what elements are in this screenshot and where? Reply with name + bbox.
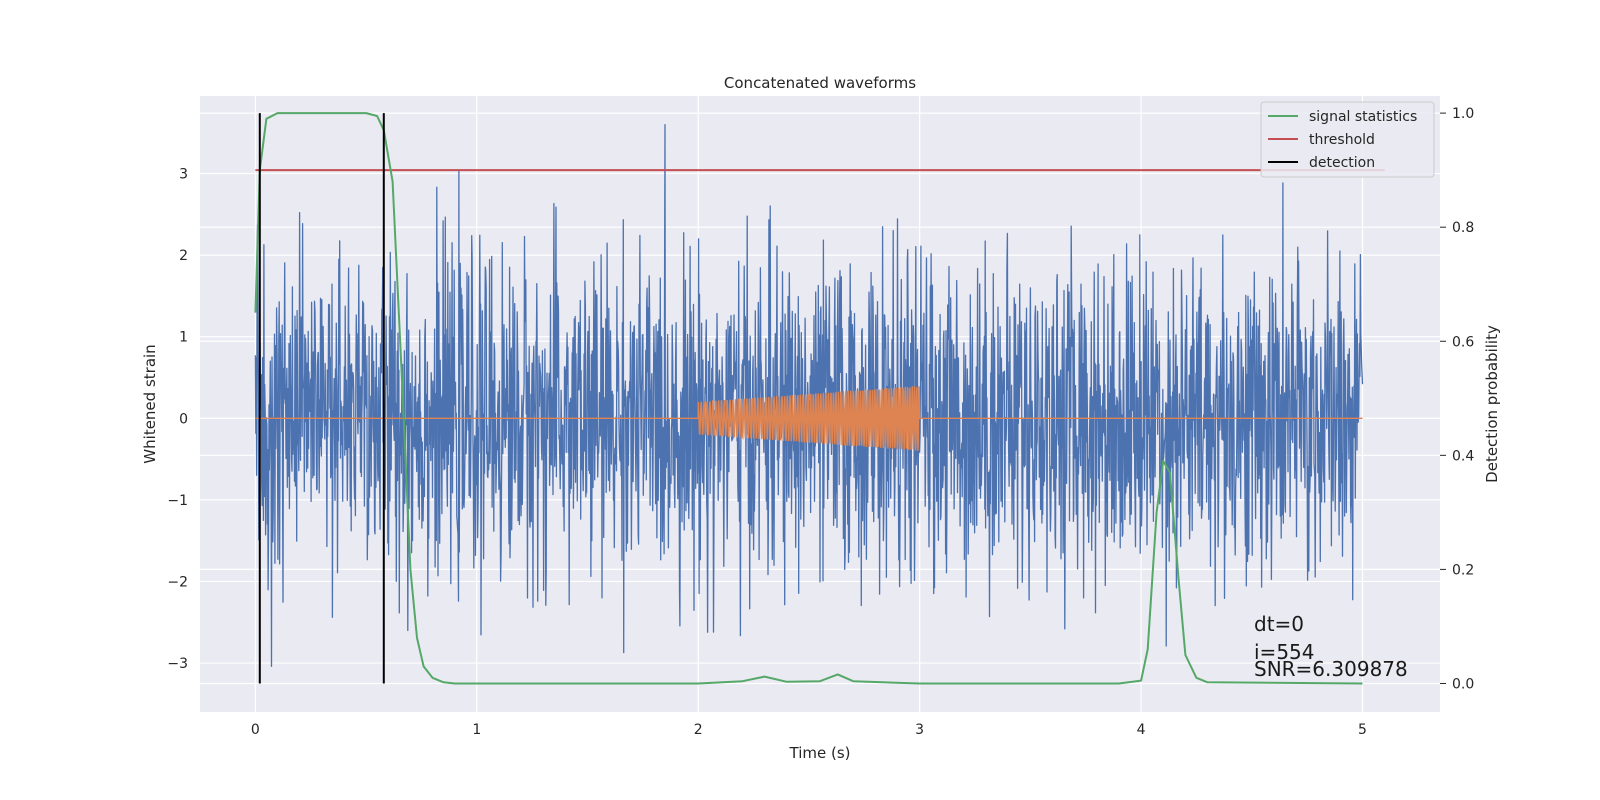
legend: signal statistics threshold detection: [1260, 101, 1435, 178]
x-tick-label-0: 0: [251, 722, 260, 738]
annotation-snr: SNR=6.309878: [1254, 657, 1408, 681]
y-tick-label-0: −3: [167, 656, 188, 672]
series-layer: [254, 112, 1385, 685]
strain-line: [254, 123, 1364, 668]
y-right-tick-label-5: 1.0: [1452, 106, 1474, 122]
annotation-dt: dt=0: [1254, 612, 1304, 636]
annotation-i: i=554: [1254, 640, 1315, 664]
legend-threshold-label: threshold: [1309, 132, 1375, 148]
chart-title: Concatenated waveforms: [724, 74, 916, 92]
y-tick-label-5: 2: [179, 248, 188, 264]
x-tick-label-1: 1: [472, 722, 481, 738]
x-tick-label-4: 4: [1137, 722, 1146, 738]
y-right-tick-label-4: 0.8: [1452, 220, 1474, 236]
x-tick-label-5: 5: [1358, 722, 1367, 738]
y-tick-label-6: 3: [179, 167, 188, 183]
y-right-tick-label-2: 0.4: [1452, 448, 1474, 464]
legend-box: [1260, 101, 1435, 178]
y-tick-label-1: −2: [167, 574, 188, 590]
y-tick-label-2: −1: [167, 493, 188, 509]
signal-statistics-line: [254, 112, 1363, 685]
legend-detection-label: detection: [1309, 155, 1375, 171]
x-tick-label-2: 2: [694, 722, 703, 738]
y-axis-label: Whitened strain: [141, 344, 159, 463]
y-right-tick-label-0: 0.0: [1452, 676, 1474, 692]
y-tick-label-4: 1: [179, 330, 188, 346]
x-tick-label-3: 3: [915, 722, 924, 738]
y-right-tick-label-3: 0.6: [1452, 334, 1474, 350]
y-right-axis-label: Detection probability: [1483, 325, 1501, 483]
template-line: [255, 386, 1363, 452]
ticks-layer: 0 1 2 3 4 5 −3 −2 −1 0 1 2 3 0.0 0.2 0.4 0.6 0.8 1.0: [167, 106, 1474, 738]
y-right-tick-label-1: 0.2: [1452, 562, 1474, 578]
legend-signal-label: signal statistics: [1309, 109, 1417, 125]
y-tick-label-3: 0: [179, 411, 188, 427]
x-axis-label: Time (s): [789, 744, 851, 762]
